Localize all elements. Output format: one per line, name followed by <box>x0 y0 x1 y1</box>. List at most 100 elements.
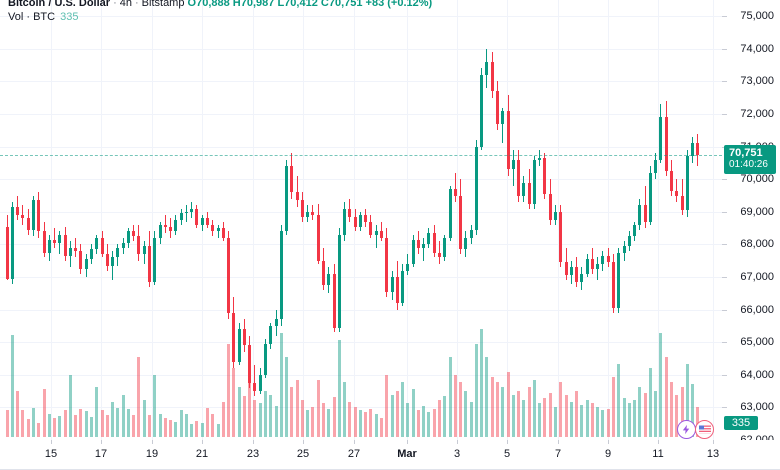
price-tick-label: 73,000 <box>740 75 774 87</box>
gridline-vertical <box>253 0 254 440</box>
volume-legend-row[interactable]: Vol · BTC 335 <box>8 11 432 23</box>
symbol-legend-row[interactable]: Bitcoin / U.S. Dollar · 4h · Bitstamp O70,88… <box>8 0 432 9</box>
volume-bar <box>217 423 220 437</box>
candle-wick <box>455 172 456 203</box>
candle-body <box>275 319 278 326</box>
candle-body <box>143 246 146 255</box>
volume-bar <box>85 411 88 437</box>
volume-value-badge[interactable]: 335 <box>724 416 758 430</box>
candle-wick <box>112 250 113 281</box>
current-price-badge[interactable]: 70,751 01:40:26 <box>724 144 776 174</box>
lightning-icon <box>682 424 690 435</box>
time-scale[interactable]: 15 17 19 21 23 25 27 Mar 3 5 7 9 11 13 <box>0 440 780 470</box>
economic-event-marker[interactable] <box>677 420 696 439</box>
gridline-vertical <box>407 0 408 440</box>
candle-body <box>127 231 130 243</box>
candle-body <box>485 61 488 75</box>
volume-bar <box>122 394 125 437</box>
price-scale[interactable]: 75,00074,00073,00072,00071,00070,00069,0… <box>722 0 780 440</box>
candle-body <box>217 228 220 232</box>
ohlc-low: L70,412 <box>277 0 318 9</box>
time-tick-label: 11 <box>652 448 664 460</box>
candle-body <box>85 259 88 269</box>
gridline-horizontal <box>0 310 722 311</box>
price-tick-label: 70,000 <box>740 173 774 185</box>
ohlc-change: +83 (+0.12%) <box>365 0 433 9</box>
candle-body <box>691 143 694 157</box>
volume-bar <box>53 418 56 437</box>
price-tick-label: 63,000 <box>740 401 774 413</box>
volume-bar <box>480 329 483 437</box>
candle-body <box>348 208 351 217</box>
time-tick-mark <box>407 440 408 444</box>
volume-bar <box>137 357 140 437</box>
time-tick-mark <box>457 440 458 444</box>
volume-legend-value: 335 <box>60 11 79 23</box>
volume-bar <box>153 375 156 437</box>
volume-bar <box>443 396 446 437</box>
volume-bar <box>333 397 336 437</box>
candle-body <box>522 182 525 196</box>
gridline-horizontal <box>0 16 722 17</box>
volume-bar <box>612 376 615 437</box>
chart-plot-area[interactable] <box>0 0 722 440</box>
volume-bar <box>201 422 204 437</box>
volume-bar <box>64 410 67 437</box>
volume-bar <box>380 417 383 437</box>
candle-body <box>69 247 72 256</box>
gridline-horizontal <box>0 49 722 50</box>
candle-body <box>153 237 156 282</box>
candle-body <box>649 172 652 222</box>
interval-label[interactable]: 4h <box>119 0 132 9</box>
price-tick-label: 62,000 <box>740 434 774 440</box>
volume-bar <box>396 390 399 437</box>
volume-bar <box>427 412 430 437</box>
gridline-vertical <box>303 0 304 440</box>
candle-body <box>470 229 473 238</box>
time-tick-label: 5 <box>503 448 511 460</box>
candle-body <box>338 234 341 328</box>
candle-body <box>195 208 198 225</box>
exchange-label[interactable]: Bitstamp <box>141 0 185 9</box>
time-tick-mark <box>101 440 102 444</box>
candle-wick <box>22 205 23 225</box>
volume-bar <box>354 406 357 437</box>
volume-bar <box>275 406 278 437</box>
volume-bar <box>565 394 568 437</box>
time-tick-label: 17 <box>94 448 108 460</box>
volume-bar <box>74 414 77 437</box>
gridline-horizontal <box>0 375 722 376</box>
candle-body <box>570 267 573 276</box>
candle-body <box>222 228 225 238</box>
symbol-name[interactable]: Bitcoin / U.S. Dollar <box>8 0 111 9</box>
volume-bar <box>512 394 515 437</box>
volume-bar <box>106 414 109 437</box>
candle-body <box>644 205 647 222</box>
candle-body <box>406 264 409 271</box>
volume-bar <box>385 375 388 437</box>
volume-bar <box>148 414 151 437</box>
price-tick-mark <box>722 212 727 213</box>
volume-bar <box>369 408 372 437</box>
volume-bar <box>554 406 557 437</box>
candle-body <box>507 110 510 170</box>
volume-legend-title: Vol · BTC <box>8 11 56 23</box>
candle-body <box>58 234 61 243</box>
gridline-vertical <box>457 0 458 440</box>
volume-bar <box>343 382 346 437</box>
volume-bar <box>475 344 478 437</box>
volume-bar <box>596 406 599 437</box>
candle-body <box>27 218 30 230</box>
candle-wick <box>54 228 55 248</box>
volume-bar <box>285 357 288 437</box>
us-event-marker[interactable] <box>695 420 714 439</box>
candle-body <box>290 166 293 193</box>
volume-bar <box>433 408 436 437</box>
candle-body <box>32 200 35 230</box>
candle-body <box>190 208 193 212</box>
gridline-vertical <box>507 0 508 440</box>
candle-body <box>90 249 93 260</box>
volume-bar <box>412 389 415 437</box>
candle-body <box>412 239 415 264</box>
